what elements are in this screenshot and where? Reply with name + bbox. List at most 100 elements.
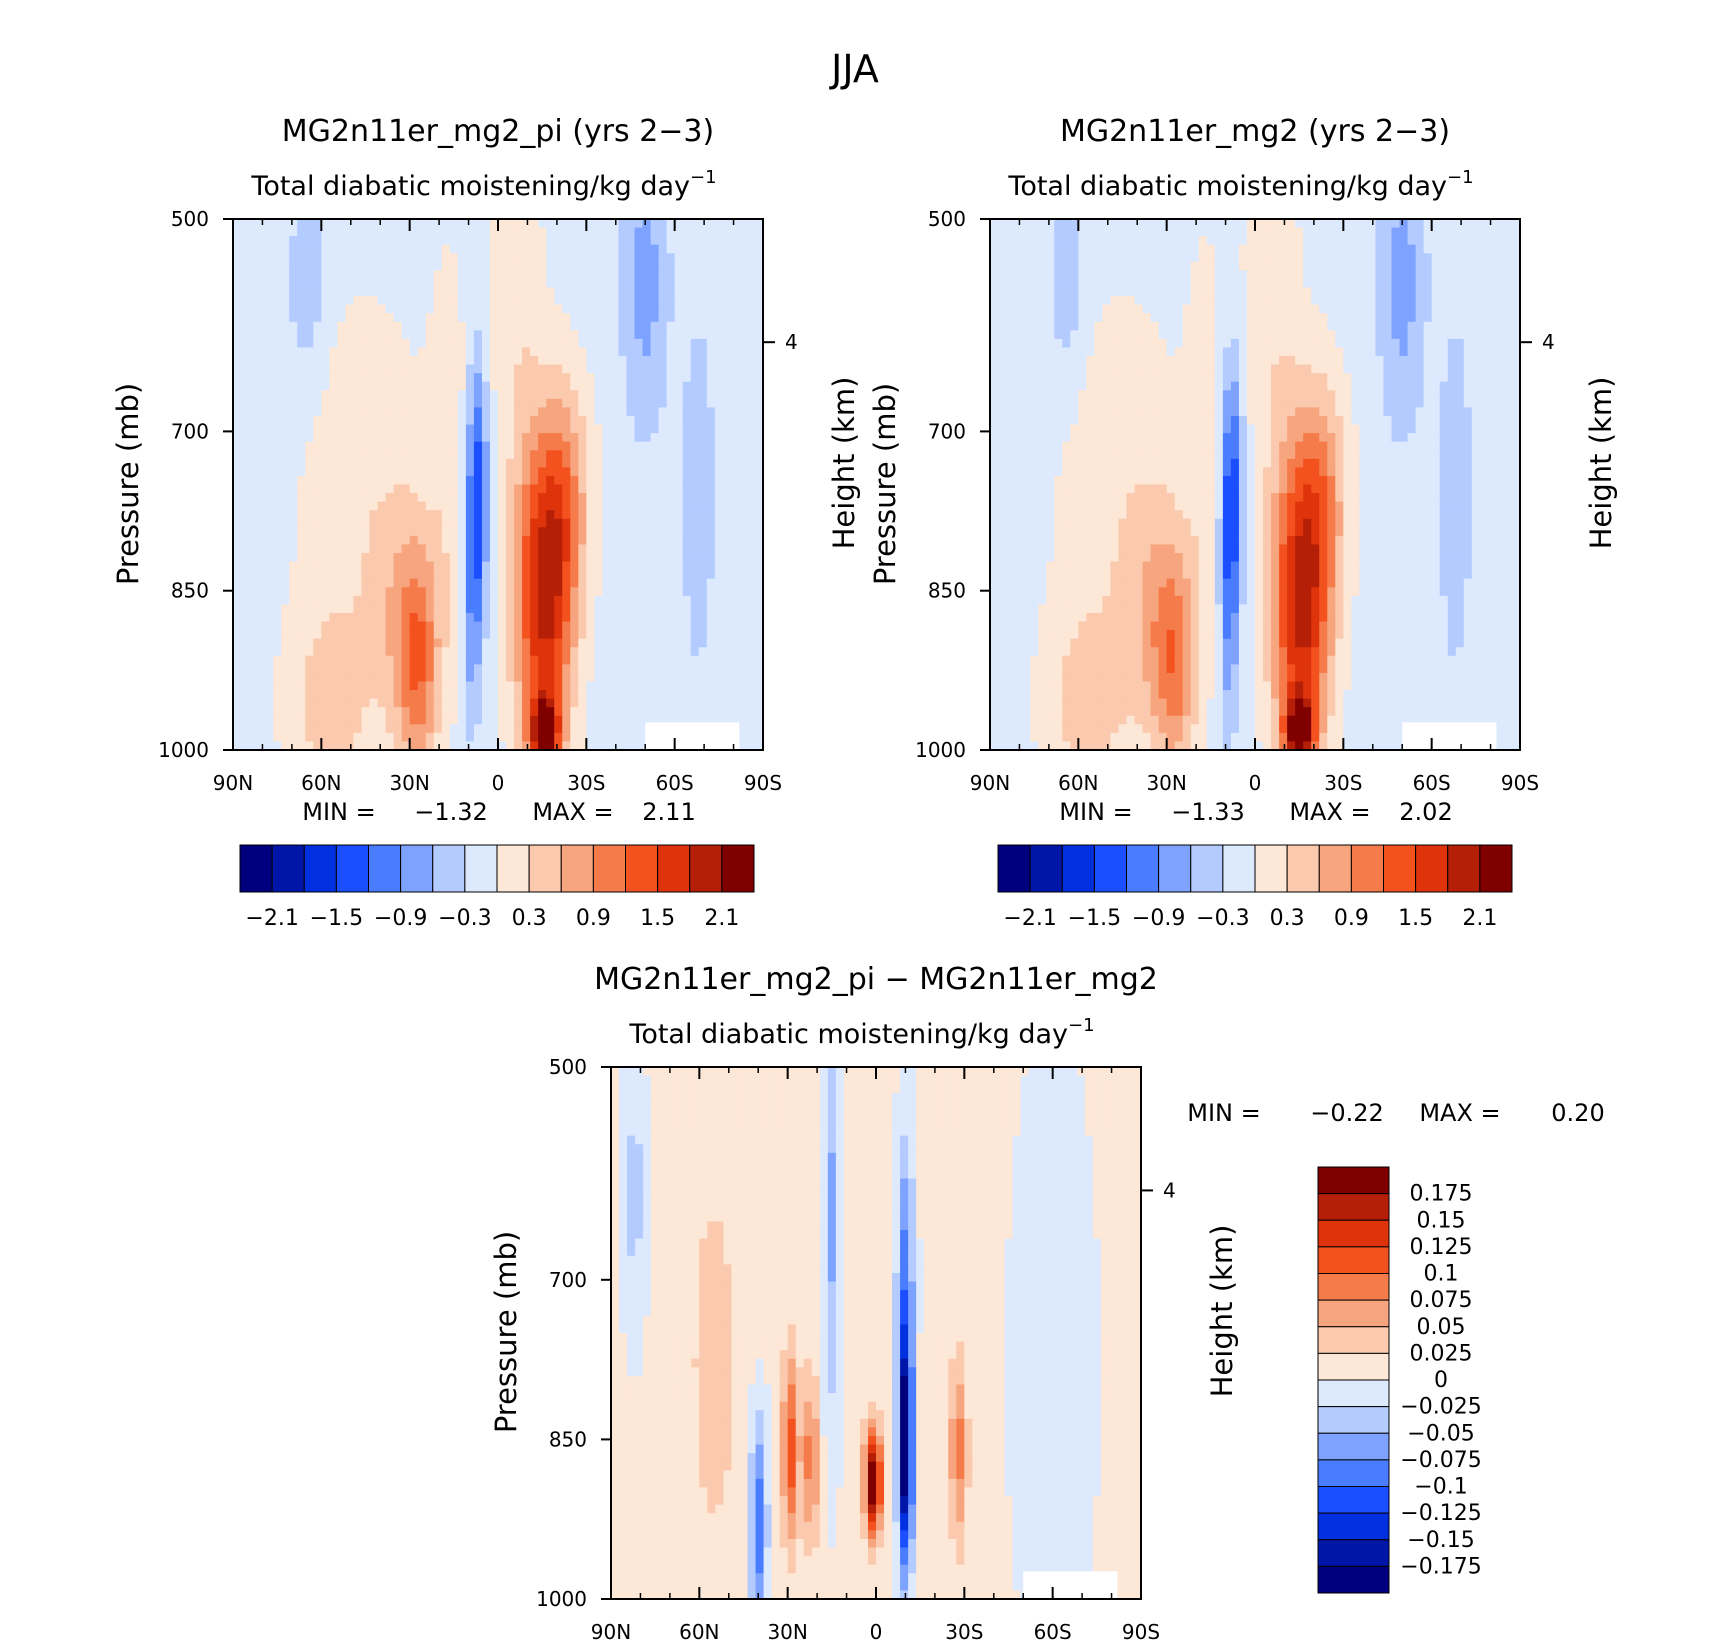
heatmap-cell	[329, 381, 338, 391]
heatmap-cell	[666, 364, 676, 374]
heatmap-field	[233, 219, 764, 751]
heatmap-cell	[1367, 313, 1377, 323]
heatmap-cell	[578, 732, 587, 743]
heatmap-cell	[393, 424, 403, 434]
heatmap-cell	[361, 484, 371, 494]
heatmap-cell	[498, 278, 507, 289]
heatmap-cell	[586, 441, 595, 451]
heatmap-cell	[1166, 244, 1176, 254]
heatmap-cell	[449, 475, 459, 486]
heatmap-cell	[489, 595, 499, 605]
heatmap-cell	[1046, 261, 1055, 271]
heatmap-cell	[1503, 253, 1513, 263]
heatmap-cell	[1423, 313, 1433, 323]
heatmap-cell	[385, 373, 395, 383]
heatmap-cell	[425, 535, 435, 546]
heatmap-cell	[650, 458, 660, 468]
heatmap-cell	[1367, 278, 1377, 289]
heatmap-cell	[313, 364, 322, 374]
heatmap-cell	[457, 732, 467, 743]
heatmap-cell	[722, 296, 732, 306]
heatmap-cell	[1279, 278, 1288, 289]
heatmap-cell	[441, 441, 451, 451]
heatmap-cell	[481, 347, 491, 357]
heatmap-cell	[530, 715, 539, 725]
heatmap-cell	[690, 424, 700, 434]
heatmap-cell	[257, 484, 266, 494]
heatmap-cell	[658, 707, 668, 717]
heatmap-cell	[706, 219, 716, 229]
heatmap-cell	[578, 424, 587, 434]
heatmap-cell	[329, 553, 338, 563]
heatmap-cell	[682, 630, 692, 640]
heatmap-cell	[241, 253, 250, 263]
heatmap-cell	[305, 518, 314, 528]
heatmap-cell	[305, 253, 314, 263]
heatmap-cell	[642, 707, 652, 717]
heatmap-cell	[441, 698, 451, 708]
heatmap-cell	[1246, 227, 1256, 237]
heatmap-cell	[746, 484, 756, 494]
heatmap-cell	[425, 347, 435, 357]
heatmap-cell	[481, 278, 491, 289]
heatmap-cell	[457, 415, 467, 426]
heatmap-cell	[441, 373, 451, 383]
heatmap-cell	[369, 493, 379, 503]
heatmap-cell	[578, 578, 587, 588]
heatmap-cell	[377, 278, 387, 289]
heatmap-cell	[305, 578, 314, 588]
heatmap-cell	[658, 604, 668, 614]
heatmap-cell	[313, 236, 322, 246]
heatmap-cell	[1415, 278, 1425, 289]
colorbar-box	[464, 844, 498, 893]
heatmap-cell	[674, 433, 684, 443]
heatmap-cell	[546, 595, 555, 605]
heatmap-cell	[305, 698, 314, 708]
heatmap-cell	[289, 527, 298, 537]
heatmap-cell	[658, 381, 668, 391]
heatmap-cell	[433, 484, 443, 494]
heatmap-cell	[257, 595, 266, 605]
heatmap-cell	[1311, 313, 1320, 323]
heatmap-cell	[1359, 287, 1369, 297]
heatmap-cell	[554, 655, 563, 665]
heatmap-cell	[313, 458, 322, 468]
heatmap-cell	[417, 655, 427, 665]
heatmap-cell	[249, 638, 258, 648]
heatmap-cell	[385, 304, 395, 314]
heatmap-cell	[642, 253, 652, 263]
heatmap-cell	[433, 467, 443, 477]
heatmap-cell	[530, 544, 539, 554]
heatmap-cell	[241, 715, 250, 725]
heatmap-cell	[385, 630, 395, 640]
heatmap-cell	[594, 458, 603, 468]
heatmap-cell	[273, 381, 282, 391]
heatmap-cell	[329, 424, 338, 434]
heatmap-cell	[465, 493, 475, 503]
heatmap-cell	[698, 261, 708, 271]
heatmap-cell	[690, 467, 700, 477]
heatmap-cell	[441, 638, 451, 648]
heatmap-cell	[530, 672, 539, 683]
heatmap-cell	[586, 707, 595, 717]
heatmap-cell	[1279, 244, 1288, 254]
heatmap-cell	[265, 296, 274, 306]
heatmap-cell	[409, 484, 419, 494]
heatmap-cell	[345, 364, 355, 374]
heatmap-cell	[730, 287, 740, 297]
heatmap-cell	[409, 278, 419, 289]
heatmap-cell	[257, 424, 266, 434]
heatmap-cell	[1271, 270, 1280, 280]
heatmap-cell	[321, 493, 330, 503]
heatmap-cell	[1150, 304, 1160, 314]
heatmap-cell	[1351, 253, 1360, 263]
heatmap-cell	[289, 604, 298, 614]
heatmap-cell	[618, 390, 628, 400]
heatmap-cell	[754, 296, 764, 306]
heatmap-cell	[321, 338, 330, 349]
heatmap-cell	[281, 527, 290, 537]
heatmap-cell	[489, 510, 499, 520]
heatmap-cell	[233, 330, 242, 340]
heatmap-cell	[562, 595, 571, 605]
heatmap-cell	[249, 407, 258, 417]
